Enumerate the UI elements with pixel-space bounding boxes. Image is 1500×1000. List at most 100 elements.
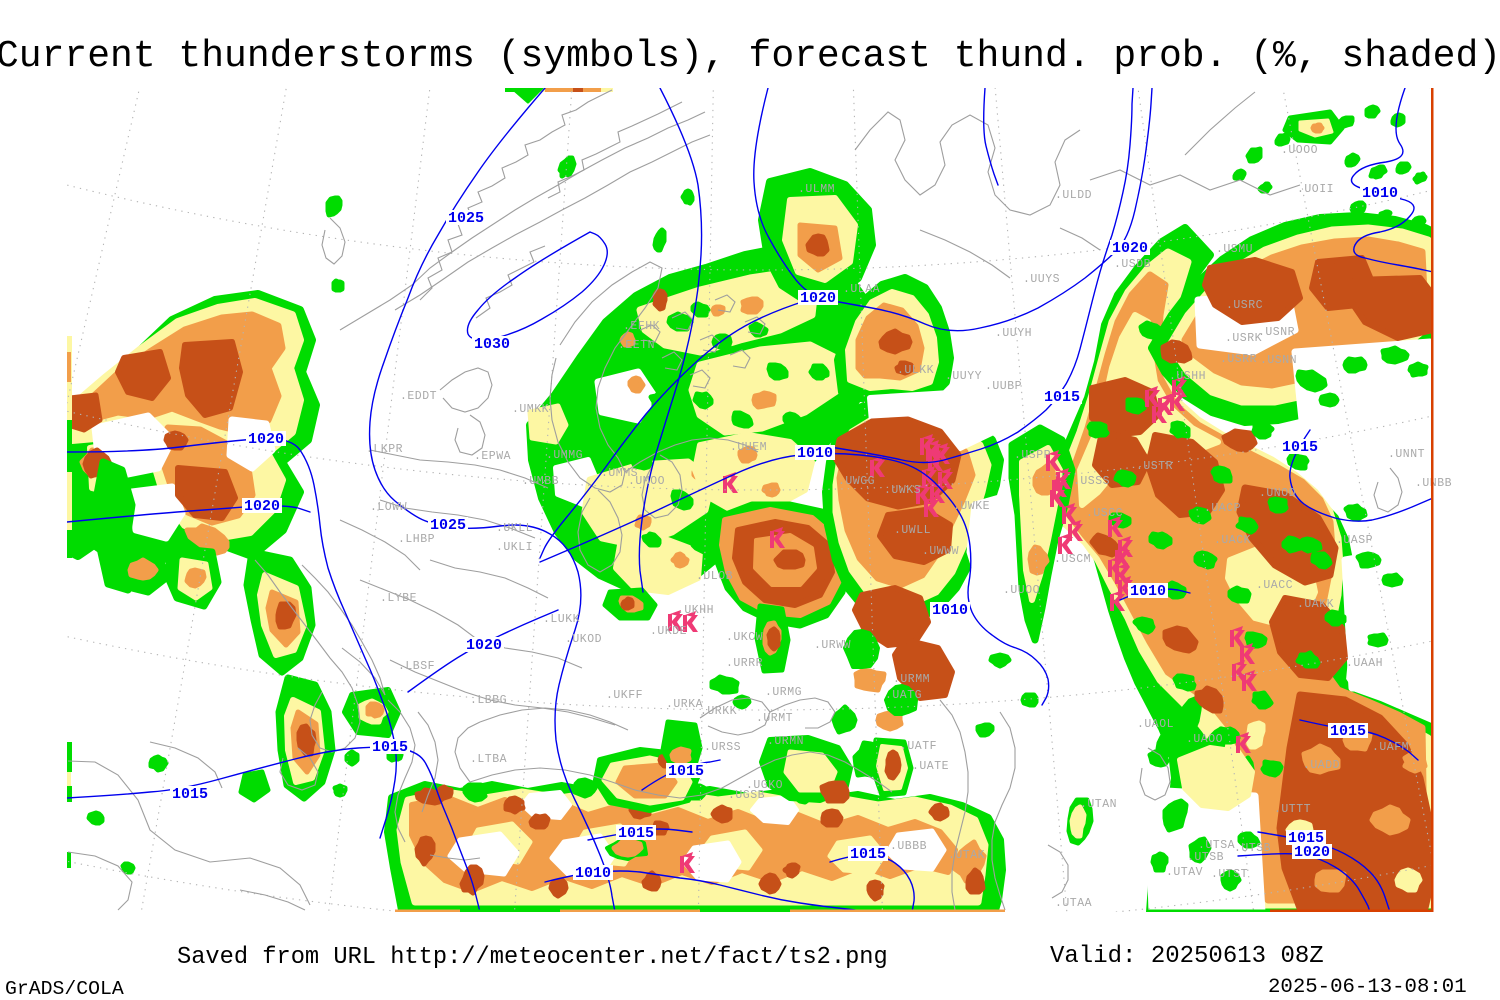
svg-text:GrADS/COLA: GrADS/COLA — [5, 978, 124, 1000]
svg-text:.UADD: .UADD — [1303, 759, 1340, 772]
svg-text:.LYBE: .LYBE — [380, 592, 417, 605]
svg-text:1020: 1020 — [1294, 844, 1330, 861]
svg-text:1020: 1020 — [800, 290, 836, 307]
svg-text:.UMMS: .UMMS — [601, 467, 638, 480]
svg-text:.USMU: .USMU — [1216, 243, 1253, 256]
svg-text:.LHBP: .LHBP — [398, 533, 435, 546]
svg-text:.USDB: .USDB — [1114, 258, 1151, 271]
svg-text:1015: 1015 — [1044, 389, 1080, 406]
svg-text:.LBSF: .LBSF — [398, 660, 435, 673]
svg-text:2025-06-13-08:01: 2025-06-13-08:01 — [1268, 976, 1467, 999]
svg-text:.UNNT: .UNNT — [1388, 448, 1425, 461]
svg-text:Saved from URL http://meteocen: Saved from URL http://meteocenter.net/fa… — [177, 944, 888, 971]
svg-text:.UTAN: .UTAN — [1080, 798, 1117, 811]
svg-text:.UKCW: .UKCW — [726, 631, 763, 644]
svg-text:1020: 1020 — [244, 498, 280, 515]
svg-text:1015: 1015 — [1288, 830, 1324, 847]
svg-text:1020: 1020 — [466, 637, 502, 654]
svg-text:1025: 1025 — [430, 517, 466, 534]
svg-text:.URMT: .URMT — [756, 712, 793, 725]
svg-text:1015: 1015 — [1282, 439, 1318, 456]
svg-text:.UGKO: .UGKO — [746, 779, 783, 792]
svg-text:.UTAV: .UTAV — [1166, 866, 1203, 879]
svg-text:.ULAA: .ULAA — [843, 283, 880, 296]
svg-text:1030: 1030 — [474, 336, 510, 353]
svg-text:.UWKS: .UWKS — [884, 484, 921, 497]
svg-text:.UAOL: .UAOL — [1137, 718, 1174, 731]
svg-text:.UMKK: .UMKK — [512, 403, 549, 416]
svg-text:.ULKK: .ULKK — [897, 364, 934, 377]
svg-text:Valid: 20250613 08Z: Valid: 20250613 08Z — [1050, 943, 1324, 970]
svg-text:.UUYH: .UUYH — [995, 327, 1032, 340]
svg-text:.UACK: .UACK — [1214, 534, 1251, 547]
svg-text:.UWKE: .UWKE — [953, 500, 990, 513]
svg-text:.UACC: .UACC — [1256, 579, 1293, 592]
svg-text:.USHH: .USHH — [1169, 370, 1206, 383]
svg-text:.URMN: .URMN — [767, 735, 804, 748]
svg-text:.EDDT: .EDDT — [400, 390, 437, 403]
svg-text:.URSS: .URSS — [704, 741, 741, 754]
svg-text:.UUYY: .UUYY — [945, 370, 982, 383]
svg-text:Current thunderstorms (symbols: Current thunderstorms (symbols), forecas… — [0, 35, 1500, 78]
svg-text:.ULDD: .ULDD — [1055, 189, 1092, 202]
svg-text:.UAAH: .UAAH — [1346, 657, 1383, 670]
svg-text:1015: 1015 — [668, 763, 704, 780]
svg-text:.EPWA: .EPWA — [474, 450, 511, 463]
svg-text:.UWGG: .UWGG — [838, 475, 875, 488]
svg-text:1020: 1020 — [248, 431, 284, 448]
svg-text:1020: 1020 — [1112, 240, 1148, 257]
svg-text:.UATE: .UATE — [912, 760, 949, 773]
svg-text:.UNBB: .UNBB — [1415, 477, 1452, 490]
svg-text:.UUOO: .UUOO — [1003, 584, 1040, 597]
svg-text:.LKPR: .LKPR — [366, 443, 403, 456]
svg-text:.UNOD: .UNOD — [1259, 487, 1296, 500]
svg-text:.URKK: .URKK — [700, 705, 737, 718]
svg-text:.USTR: .USTR — [1136, 460, 1173, 473]
svg-text:.USRR: .USRR — [1220, 353, 1257, 366]
svg-text:.UTST: .UTST — [1211, 868, 1248, 881]
svg-text:1015: 1015 — [1330, 723, 1366, 740]
svg-text:.USNR: .USNR — [1258, 326, 1295, 339]
svg-text:.UAFM: .UAFM — [1372, 741, 1409, 754]
svg-text:.LOWW: .LOWW — [370, 501, 407, 514]
svg-text:.UMMG: .UMMG — [546, 449, 583, 462]
svg-text:.USNN: .USNN — [1260, 354, 1297, 367]
svg-text:.UTSB: .UTSB — [1187, 851, 1224, 864]
svg-text:.UKHH: .UKHH — [677, 604, 714, 617]
svg-text:1010: 1010 — [1362, 185, 1398, 202]
svg-text:.UUYS: .UUYS — [1023, 273, 1060, 286]
svg-text:.ULOB: .ULOB — [696, 570, 733, 583]
svg-text:.UTAK: .UTAK — [948, 849, 985, 862]
svg-text:.USSS: .USSS — [1073, 475, 1110, 488]
svg-text:.UWWW: .UWWW — [922, 545, 959, 558]
svg-text:.ULMM: .ULMM — [798, 183, 835, 196]
svg-text:.UKOD: .UKOD — [565, 633, 602, 646]
svg-text:.URKA: .URKA — [666, 698, 703, 711]
svg-text:1010: 1010 — [1130, 583, 1166, 600]
svg-text:1010: 1010 — [797, 445, 833, 462]
svg-text:.UAOO: .UAOO — [1186, 733, 1223, 746]
svg-text:1010: 1010 — [932, 602, 968, 619]
svg-text:.UWLL: .UWLL — [894, 524, 931, 537]
svg-text:.UKLL: .UKLL — [496, 522, 533, 535]
svg-text:.UMBB: .UMBB — [522, 475, 559, 488]
svg-text:.USCC: .USCC — [1086, 507, 1123, 520]
svg-text:.EETN: .EETN — [618, 339, 655, 352]
svg-text:.UTSA: .UTSA — [1198, 839, 1235, 852]
svg-text:.UBBB: .UBBB — [890, 840, 927, 853]
svg-text:.URWW: .URWW — [814, 639, 851, 652]
svg-text:.URRR: .URRR — [726, 657, 763, 670]
svg-text:.UUEM: .UUEM — [730, 441, 767, 454]
svg-text:.UOII: .UOII — [1297, 183, 1334, 196]
svg-text:.LTBA: .LTBA — [470, 753, 507, 766]
svg-text:.UOOO: .UOOO — [1281, 144, 1318, 157]
svg-text:.USRC: .USRC — [1226, 299, 1263, 312]
svg-text:.UTTT: .UTTT — [1274, 803, 1311, 816]
svg-text:.USPP: .USPP — [1014, 449, 1051, 462]
svg-text:.LUKK: .LUKK — [543, 613, 580, 626]
svg-text:1015: 1015 — [372, 739, 408, 756]
svg-text:1015: 1015 — [172, 786, 208, 803]
svg-text:.UMOO: .UMOO — [628, 475, 665, 488]
svg-text:.UTSB: .UTSB — [1234, 842, 1271, 855]
svg-text:.UAKK: .UAKK — [1297, 598, 1334, 611]
